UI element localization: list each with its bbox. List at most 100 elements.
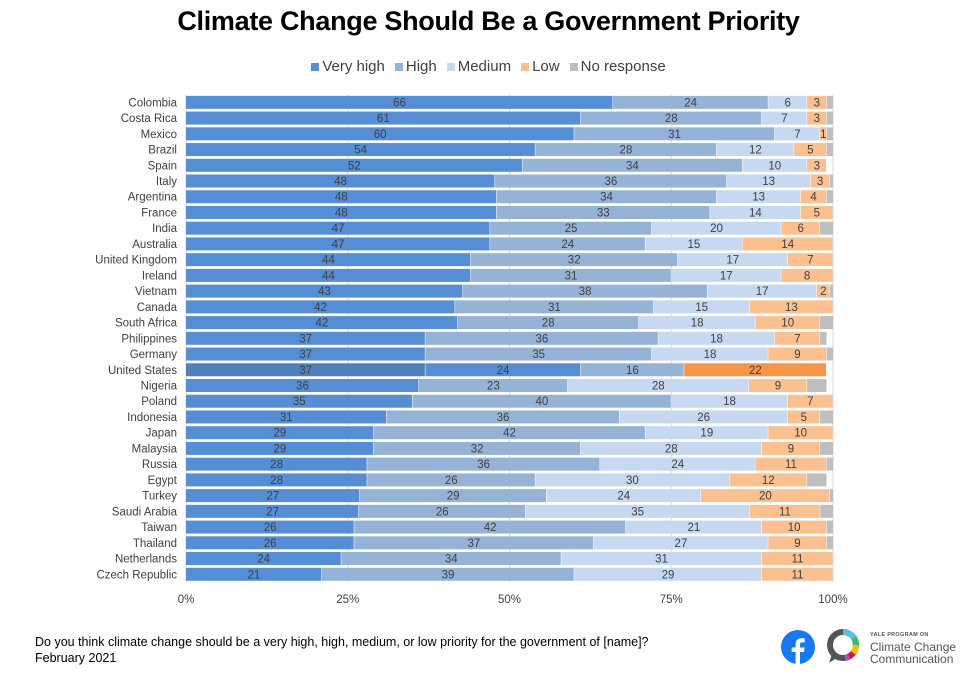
data-label-high-indonesia: 36 [497,412,510,424]
bar-high-canada [455,300,654,314]
category-label-netherlands: Netherlands [115,554,177,566]
bar-very-high-vietnam [186,284,463,298]
bar-low-spain [807,158,827,172]
data-label-low-poland: 7 [807,396,813,408]
bar-high-czech-republic [321,567,574,581]
footer: Do you think climate change should be a … [35,634,649,666]
bar-very-high-france [186,205,497,219]
data-label-very-high-ireland: 44 [322,270,335,282]
data-label-high-canada: 31 [548,302,561,314]
bar-low-ireland [781,268,833,282]
bar-low-costa-rica [807,111,827,125]
bar-high-spain [522,158,742,172]
bar-high-netherlands [341,552,561,566]
bar-medium-ireland [671,268,781,282]
bar-very-high-indonesia [186,410,387,424]
data-label-high-argentina: 34 [600,192,613,204]
bar-no-response-malaysia [820,441,833,455]
data-label-very-high-malaysia: 29 [273,443,286,455]
data-label-very-high-taiwan: 26 [264,522,277,534]
data-label-very-high-poland: 35 [293,396,306,408]
category-label-philippines: Philippines [121,333,177,345]
data-label-high-czech-republic: 39 [442,569,455,581]
bar-medium-brazil [716,143,794,157]
category-label-indonesia: Indonesia [127,412,177,424]
bar-no-response-philippines [820,331,827,345]
bar-very-high-colombia [186,95,613,109]
bar-high-germany [425,347,652,361]
bar-very-high-turkey [186,489,360,503]
bar-very-high-czech-republic [186,567,322,581]
data-label-medium-saudi-arabia: 35 [631,506,644,518]
category-label-india: India [152,223,178,235]
data-label-very-high-nigeria: 36 [296,381,309,393]
data-label-medium-poland: 18 [723,396,736,408]
bar-very-high-taiwan [186,520,354,534]
data-label-low-vietnam: 2 [820,286,826,298]
yale-program-label: YALE PROGRAM ON [870,632,929,638]
data-label-very-high-india: 47 [332,223,345,235]
yale-program-logo: YALE PROGRAM ON Climate Change Communica… [870,629,956,665]
data-label-high-philippines: 36 [535,333,548,345]
bar-no-response-vietnam [829,284,833,298]
survey-question: Do you think climate change should be a … [35,635,649,649]
bar-medium-malaysia [580,441,762,455]
data-label-high-united-kingdom: 32 [568,255,581,267]
bar-low-indonesia [787,410,820,424]
data-label-very-high-argentina: 48 [335,192,348,204]
data-label-low-united-kingdom: 7 [807,255,813,267]
bar-medium-india [651,221,781,235]
bar-low-france [800,205,833,219]
bar-very-high-poland [186,394,412,408]
bar-no-response-nigeria [807,379,827,393]
category-label-czech-republic: Czech Republic [96,569,177,581]
bar-no-response-argentina [826,190,833,204]
bar-very-high-nigeria [186,379,419,393]
bar-high-egypt [367,473,535,487]
bar-no-response-russia [826,457,833,471]
legend-label-medium: Medium [457,58,512,75]
bar-no-response-india [820,221,833,235]
data-label-low-brazil: 5 [807,145,813,157]
bar-no-response-egypt [807,473,827,487]
data-label-high-india: 25 [565,223,578,235]
bar-medium-turkey [546,489,701,503]
bar-no-response-germany [826,347,833,361]
category-label-united-kingdom: United Kingdom [95,255,177,267]
yale-climate-speech-bubble-icon [827,628,859,663]
data-label-very-high-vietnam: 43 [318,286,331,298]
data-label-very-high-united-states: 37 [299,365,312,377]
data-label-low-malaysia: 9 [788,443,794,455]
data-label-medium-turkey: 24 [617,491,630,503]
bar-medium-germany [651,347,768,361]
bar-medium-australia [645,237,742,251]
category-label-germany: Germany [130,349,178,361]
data-label-medium-colombia: 6 [785,97,791,109]
data-label-high-germany: 35 [532,349,545,361]
bar-low-nigeria [748,379,807,393]
bar-high-france [496,205,710,219]
data-label-medium-japan: 19 [700,428,713,440]
data-label-high-netherlands: 34 [445,554,458,566]
bar-no-response-taiwan [826,520,833,534]
bar-no-response-turkey [829,489,833,503]
bar-medium-south-africa [638,316,755,330]
data-label-low-saudi-arabia: 11 [779,506,791,518]
category-label-taiwan: Taiwan [141,522,177,534]
legend-item-very-high: Very high [311,58,385,75]
data-label-very-high-philippines: 37 [299,333,312,345]
data-label-low-united-states: 22 [749,365,762,377]
data-label-very-high-japan: 29 [273,428,286,440]
data-label-high-spain: 34 [626,160,639,172]
legend-item-low: Low [521,58,560,75]
data-label-low-russia: 11 [785,459,797,471]
data-label-medium-egypt: 30 [626,475,639,487]
category-label-italy: Italy [156,176,177,188]
data-label-medium-netherlands: 31 [655,554,668,566]
legend-item-high: High [394,58,437,75]
bar-medium-netherlands [561,552,762,566]
bar-high-argentina [496,190,717,204]
data-label-low-ireland: 8 [804,270,810,282]
data-label-high-turkey: 29 [447,491,460,503]
